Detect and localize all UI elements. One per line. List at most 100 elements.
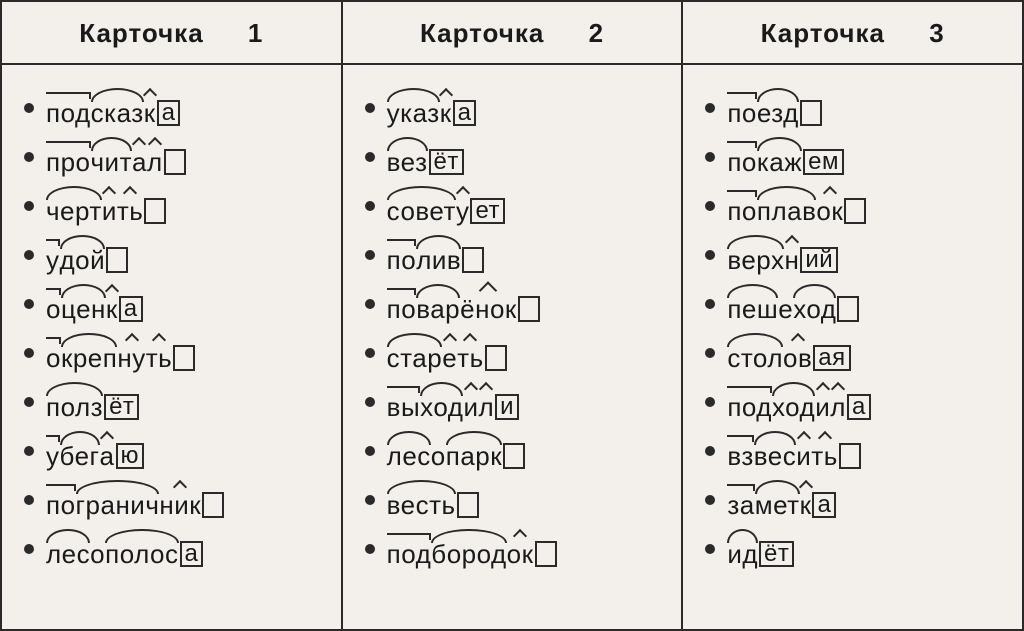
header-label: Карточка bbox=[761, 18, 885, 48]
ending-box: и bbox=[495, 394, 519, 420]
bullet-icon bbox=[365, 544, 375, 554]
list-item: стареть bbox=[365, 333, 672, 373]
morpheme-suffix: ть bbox=[457, 335, 483, 371]
morpheme-root: полос bbox=[105, 531, 178, 567]
morpheme-root: бород bbox=[431, 531, 506, 567]
list-item: подходила bbox=[705, 382, 1012, 422]
ending-box bbox=[518, 296, 540, 322]
morpheme-suffix: ов bbox=[783, 335, 812, 371]
list-item: прочитал bbox=[24, 137, 331, 177]
morpheme-suffix: к bbox=[144, 90, 156, 126]
morpheme-prefix: у bbox=[46, 433, 60, 469]
morpheme-root: лив bbox=[416, 237, 461, 273]
morpheme-prefix: под bbox=[387, 531, 432, 567]
ending-box: ет bbox=[470, 198, 505, 224]
word-list: поездпокажемпоплавокверхнийпешеходстолов… bbox=[683, 65, 1022, 588]
ending-box bbox=[844, 198, 866, 224]
ending-box: ая bbox=[813, 345, 850, 371]
morpheme-prefix: по bbox=[727, 139, 757, 175]
word: оценка bbox=[46, 286, 143, 322]
morpheme-root: езд bbox=[757, 90, 799, 126]
ending-box bbox=[106, 247, 128, 273]
cards-table: Карточка 1 Карточка 2 Карточка 3 подсказ… bbox=[0, 0, 1024, 631]
word: поварёнок bbox=[387, 286, 540, 322]
ending-box: ёт bbox=[759, 541, 794, 567]
header-label: Карточка bbox=[79, 18, 203, 48]
header-number: 2 bbox=[589, 18, 604, 48]
ending-box bbox=[839, 443, 861, 469]
morpheme-suffix: л bbox=[830, 384, 846, 420]
morpheme-suffix: и bbox=[796, 433, 811, 469]
bullet-icon bbox=[24, 397, 34, 407]
card-header-3: Карточка 3 bbox=[682, 1, 1023, 64]
morpheme-suffix: и bbox=[463, 384, 478, 420]
ending-box: а bbox=[157, 100, 181, 126]
word: лесопарк bbox=[387, 433, 525, 469]
morpheme-prefix: вз bbox=[727, 433, 753, 469]
morpheme-root: лес bbox=[387, 433, 431, 469]
morpheme-suffix: к bbox=[800, 482, 812, 518]
word: убегаю bbox=[46, 433, 144, 469]
morpheme-suffix: ник bbox=[159, 482, 201, 518]
list-item: убегаю bbox=[24, 431, 331, 471]
word: поплавок bbox=[727, 188, 866, 224]
morpheme-prefix: по bbox=[387, 237, 417, 273]
morpheme-root: чит bbox=[91, 139, 132, 175]
list-item: поплавок bbox=[705, 186, 1012, 226]
word: подходила bbox=[727, 384, 870, 420]
morpheme-root: совет bbox=[387, 188, 456, 224]
morpheme-root: мет bbox=[755, 482, 800, 518]
word: полив bbox=[387, 237, 485, 273]
morpheme-suffix: а bbox=[132, 139, 147, 175]
list-item: верхний bbox=[705, 235, 1012, 275]
morpheme-prefix: по bbox=[46, 482, 76, 518]
word: поезд bbox=[727, 90, 821, 126]
morpheme-prefix: по bbox=[727, 90, 757, 126]
list-item: везёт bbox=[365, 137, 672, 177]
word: весть bbox=[387, 482, 479, 518]
morpheme-suffix: ну bbox=[117, 335, 145, 371]
word-list: указкавезётсоветуетполивповарёнокстареть… bbox=[343, 65, 682, 588]
word: заметка bbox=[727, 482, 836, 518]
morpheme-suffix: л bbox=[478, 384, 494, 420]
morpheme-root: парк bbox=[446, 433, 502, 469]
list-item: столовая bbox=[705, 333, 1012, 373]
list-item: лесопарк bbox=[365, 431, 672, 471]
ending-box bbox=[144, 198, 166, 224]
bullet-icon bbox=[24, 201, 34, 211]
bullet-icon bbox=[705, 152, 715, 162]
word: пограничник bbox=[46, 482, 224, 518]
word: лесополоса bbox=[46, 531, 203, 567]
morpheme-root: стол bbox=[727, 335, 783, 371]
morpheme-suffix: ть bbox=[811, 433, 837, 469]
bullet-icon bbox=[24, 495, 34, 505]
ending-box bbox=[837, 296, 859, 322]
word: пешеход bbox=[727, 286, 859, 322]
bullet-icon bbox=[705, 250, 715, 260]
bullet-icon bbox=[705, 446, 715, 456]
word: указка bbox=[387, 90, 477, 126]
ending-box: а bbox=[847, 394, 871, 420]
bullet-icon bbox=[365, 446, 375, 456]
bullet-icon bbox=[365, 299, 375, 309]
morpheme-prefix: под bbox=[727, 384, 772, 420]
morpheme-suffix: и bbox=[815, 384, 830, 420]
card-cell-3: поездпокажемпоплавокверхнийпешеходстолов… bbox=[682, 64, 1023, 630]
morpheme-prefix: вы bbox=[387, 384, 421, 420]
list-item: пограничник bbox=[24, 480, 331, 520]
ending-box: а bbox=[119, 296, 143, 322]
bullet-icon bbox=[705, 348, 715, 358]
morpheme-prefix: про bbox=[46, 139, 91, 175]
list-item: оценка bbox=[24, 284, 331, 324]
bullet-icon bbox=[24, 299, 34, 309]
bullet-icon bbox=[365, 495, 375, 505]
bullet-icon bbox=[24, 103, 34, 113]
header-number: 1 bbox=[248, 18, 263, 48]
bullet-icon bbox=[365, 103, 375, 113]
morpheme-root: вес bbox=[754, 433, 796, 469]
bullet-icon bbox=[365, 348, 375, 358]
word: идёт bbox=[727, 531, 794, 567]
morpheme-suffix: к bbox=[106, 286, 118, 322]
bullet-icon bbox=[24, 348, 34, 358]
morpheme-none: о bbox=[431, 433, 446, 469]
